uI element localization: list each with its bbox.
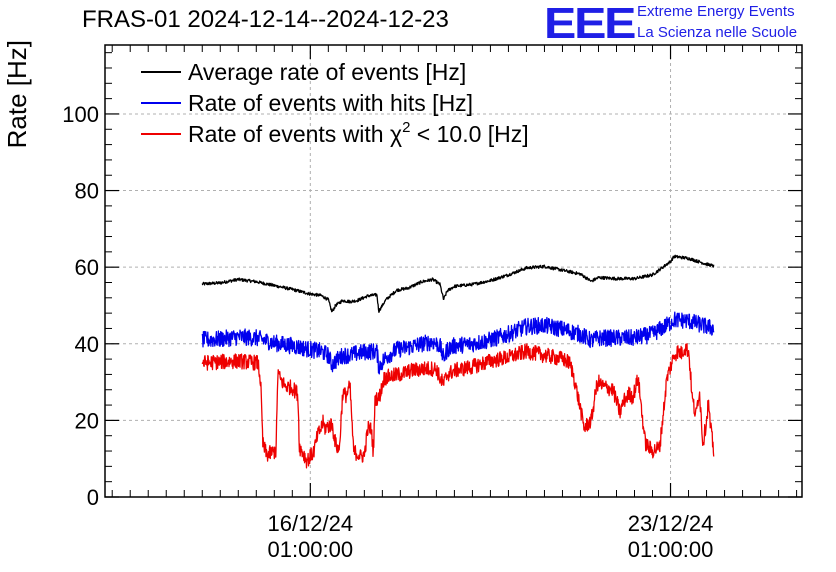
series-line-1 [201, 254, 715, 313]
x-tick-label-time: 01:00:00 [267, 537, 353, 562]
y-tick-label: 80 [75, 179, 99, 204]
legend-label-1: Average rate of events [Hz] [188, 59, 466, 85]
eee-logo: EEE [544, 0, 636, 48]
plot-frame [104, 44, 803, 498]
y-tick-label: 100 [62, 102, 99, 127]
y-tick-label: 40 [75, 332, 99, 357]
chart-title: FRAS-01 2024-12-14--2024-12-23 [82, 6, 449, 33]
x-tick-label-date: 16/12/24 [267, 511, 353, 536]
legend-label-2: Rate of events with hits [Hz] [188, 90, 473, 116]
legend-label-3: Rate of events with χ2 < 10.0 [Hz] [188, 119, 529, 147]
y-tick-label: 0 [87, 485, 99, 510]
x-tick-label-date: 23/12/24 [628, 511, 714, 536]
axes: 02040608010016/12/2401:00:0023/12/2401:0… [62, 45, 802, 562]
logo-tagline-2: La Scienza nelle Scuole [637, 24, 798, 41]
series-line-3 [201, 343, 715, 469]
y-tick-label: 20 [75, 408, 99, 433]
series-layer [201, 254, 715, 469]
logo-tagline-1: Extreme Energy Events [637, 3, 795, 20]
y-tick-label: 60 [75, 255, 99, 280]
legend: Average rate of events [Hz] Rate of event… [141, 59, 529, 147]
y-axis-label: Rate [Hz] [2, 40, 32, 148]
series-line-2 [201, 311, 715, 375]
x-tick-label-time: 01:00:00 [628, 537, 714, 562]
